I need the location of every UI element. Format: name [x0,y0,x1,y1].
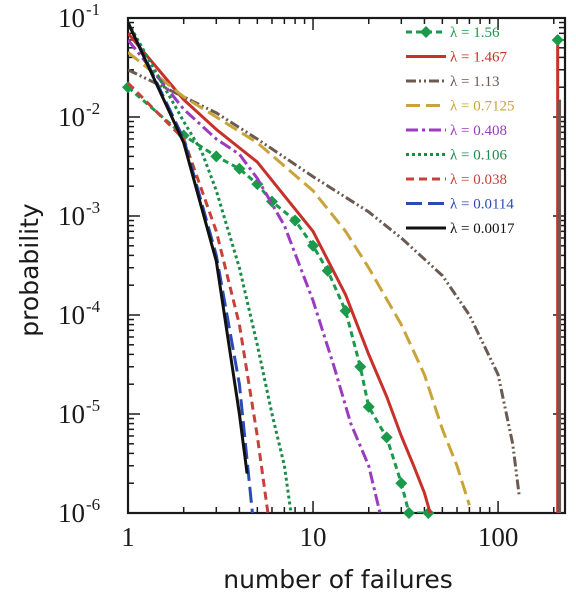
series-point-0 [395,477,408,490]
series-point-0 [210,150,223,163]
series-layer [122,21,564,519]
y-tick-label: 10 [58,3,85,33]
y-tick-exponent: -6 [86,495,100,514]
x-tick-label: 10 [300,522,327,552]
series-point-0 [362,400,375,413]
series-point-0 [402,507,415,519]
y-tick-label: 10 [58,102,85,132]
series-line-1 [128,32,432,513]
legend-label-2: λ = 1.13 [450,74,499,90]
legend-label-6: λ = 0.038 [450,172,507,188]
series-point-0 [289,214,302,227]
y-tick-label: 10 [58,201,85,231]
series-point-0 [307,239,320,252]
y-tick-exponent: -3 [86,198,100,217]
y-tick-exponent: -1 [86,0,100,19]
series-line-6 [128,82,270,513]
legend-label-1: λ = 1.467 [450,50,507,66]
series-line-2 [128,68,521,496]
series-line-5 [128,21,293,513]
y-axis-label: probability [15,203,44,337]
series-line-7 [128,21,254,513]
plot-frame [126,16,567,515]
series-line-8 [128,21,249,474]
y-tick-exponent: -4 [86,297,101,316]
legend-label-5: λ = 0.106 [450,148,507,164]
series-point-0 [339,304,352,317]
legend-label-4: λ = 0.408 [450,123,507,139]
series-point-0 [233,162,246,175]
y-tick-exponent: -2 [86,99,100,118]
legend-label-3: λ = 0.7125 [450,99,514,115]
axes-frame [126,16,567,515]
legend-marker-0 [420,26,432,38]
x-axis-label: number of failures [223,565,453,594]
y-tick-label: 10 [58,300,85,330]
series-point-0-tail [551,33,564,46]
series-point-0 [380,431,393,444]
legend: λ = 1.56 λ = 1.467 λ = 1.13 λ = 0.7125 λ = 0… [406,25,515,237]
series-line-4 [128,39,382,513]
legend-label-8: λ = 0.0017 [450,221,515,237]
series-line-0 [128,86,429,513]
series-point-0 [422,507,435,519]
y-tick-exponent: -5 [86,396,100,415]
series-line-3 [128,51,471,506]
y-tick-label: 10 [58,498,85,528]
series-point-0 [354,360,367,373]
x-tick-label: 1 [121,522,135,552]
legend-label-7: λ = 0.0114 [450,197,514,213]
legend-label-0: λ = 1.56 [450,25,500,41]
y-tick-label: 10 [58,399,85,429]
x-tick-label: 100 [478,522,519,552]
